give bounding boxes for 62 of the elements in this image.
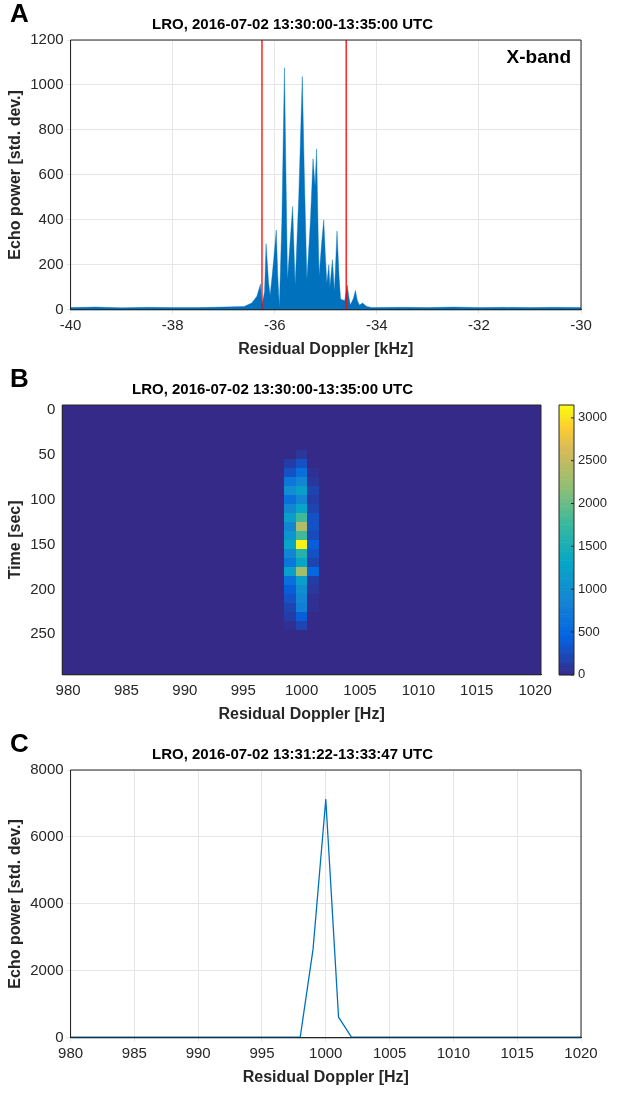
y-tick-label: 250: [30, 624, 56, 642]
chart-title: LRO, 2016-07-02 13:30:00-13:35:00 UTC: [132, 380, 414, 398]
x-tick-label: 1020: [564, 1043, 598, 1061]
y-tick-label: 600: [38, 165, 64, 183]
y-tick-label: 50: [38, 444, 56, 462]
y-tick-label: 150: [30, 534, 56, 552]
y-tick-label: 1200: [30, 30, 64, 48]
color-bar-label: 2000: [578, 495, 607, 511]
x-tick-label: 1015: [500, 1043, 534, 1061]
y-tick-label: 1000: [30, 75, 64, 93]
y-tick-label: 100: [30, 489, 56, 507]
y-tick-label: 8000: [30, 760, 64, 778]
color-bar-label: 0: [578, 666, 586, 682]
color-bar-label: 500: [578, 623, 600, 639]
x-tick-label: 1020: [518, 680, 552, 698]
x-axis-title: Residual Doppler [kHz]: [238, 339, 414, 357]
color-bar-label: 2500: [578, 452, 607, 468]
x-tick-label: 1005: [343, 680, 377, 698]
color-bar-label: 3000: [578, 409, 607, 425]
x-tick-label: 980: [55, 680, 81, 698]
x-tick-label: -36: [263, 315, 286, 333]
x-tick-label: -40: [59, 315, 82, 333]
y-tick-label: 6000: [30, 827, 64, 845]
x-tick-label: -38: [161, 315, 184, 333]
text: A: [10, 0, 29, 29]
color-bar-label: 1000: [578, 580, 607, 596]
text: B: [10, 363, 29, 394]
x-tick-label: 1015: [460, 680, 494, 698]
y-axis-title: Time [sec]: [6, 500, 24, 580]
y-tick-label: 2000: [30, 960, 64, 978]
x-tick-label: -34: [365, 315, 388, 333]
x-tick-label: 995: [230, 680, 256, 698]
x-tick-label: 980: [58, 1043, 84, 1061]
x-tick-label: -32: [468, 315, 490, 333]
x-tick-label: 985: [121, 1043, 147, 1061]
y-axis-title: Echo power [std. dev.]: [6, 90, 24, 260]
x-tick-label: 1000: [284, 680, 319, 698]
y-tick-label: 0: [55, 1027, 64, 1045]
text: C: [10, 728, 29, 759]
y-tick-label: 0: [46, 399, 56, 417]
y-tick-label: 4000: [30, 894, 64, 912]
x-tick-label: 1000: [309, 1043, 343, 1061]
x-tick-label: 1010: [401, 680, 436, 698]
x-tick-label: -30: [570, 315, 592, 333]
annotation: X-band: [506, 45, 571, 67]
x-tick-label: 985: [113, 680, 139, 698]
y-tick-label: 200: [30, 579, 56, 597]
x-tick-label: 1005: [372, 1043, 407, 1061]
y-tick-label: 200: [38, 254, 64, 272]
x-tick-label: 990: [172, 680, 198, 698]
y-tick-label: 0: [55, 299, 64, 317]
color-bar-label: 1500: [578, 537, 607, 553]
y-axis-title: Echo power [std. dev.]: [6, 819, 24, 989]
x-axis-title: Residual Doppler [Hz]: [242, 1067, 409, 1085]
chart-title: LRO, 2016-07-02 13:31:22-13:33:47 UTC: [152, 745, 434, 763]
chart-title: LRO, 2016-07-02 13:30:00-13:35:00 UTC: [152, 15, 434, 33]
x-tick-label: 995: [249, 1043, 275, 1061]
y-tick-label: 800: [38, 120, 64, 138]
x-tick-label: 1010: [436, 1043, 471, 1061]
x-tick-label: 990: [185, 1043, 211, 1061]
x-axis-title: Residual Doppler [Hz]: [218, 704, 385, 722]
y-tick-label: 400: [38, 210, 64, 228]
